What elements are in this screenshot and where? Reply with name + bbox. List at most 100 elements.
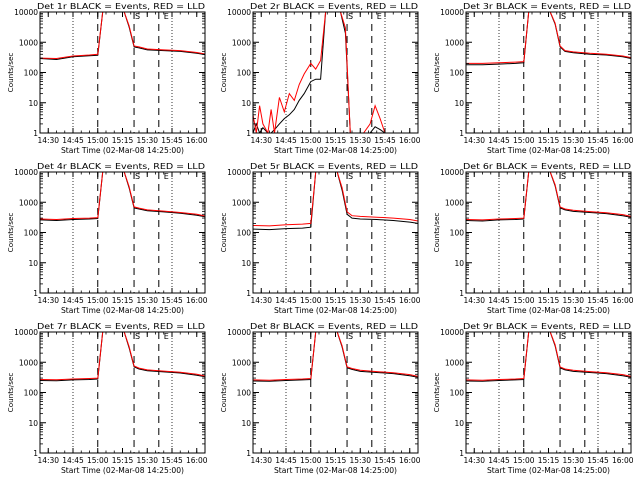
detector-panel-2: Det 2r BLACK = Events, RED = LLD S E 1 10 100… bbox=[213, 0, 426, 160]
series-line-lld bbox=[466, 332, 631, 381]
y-tick-label: 1000 bbox=[232, 198, 251, 207]
x-tick-label: 16:00 bbox=[612, 456, 634, 465]
plot-frame bbox=[465, 11, 632, 134]
y-tick-label: 10 bbox=[28, 99, 38, 108]
x-axis-label: Start Time (02-Mar-08 14:25:00) bbox=[487, 146, 610, 155]
chart-title: Det 6r BLACK = Events, RED = LLD bbox=[463, 161, 631, 171]
x-tick-label: 15:30 bbox=[349, 456, 371, 465]
x-tick-label: 15:00 bbox=[513, 296, 535, 305]
y-tick-label: 1000 bbox=[445, 358, 464, 367]
start-marker-label: S bbox=[135, 332, 140, 341]
y-tick-label: 10000 bbox=[440, 168, 464, 177]
y-axis-label: Counts/sec bbox=[432, 213, 441, 253]
x-tick-label: 14:30 bbox=[37, 296, 59, 305]
y-tick-label: 1000 bbox=[19, 38, 38, 47]
x-axis-label: Start Time (02-Mar-08 14:25:00) bbox=[274, 146, 397, 155]
y-tick-label: 1 bbox=[33, 449, 38, 458]
detector-panel-3: Det 3r BLACK = Events, RED = LLD S E 1 10 100… bbox=[426, 0, 639, 160]
y-tick-label: 1 bbox=[246, 129, 251, 138]
x-tick-label: 15:45 bbox=[587, 136, 609, 145]
end-marker-label: E bbox=[164, 12, 169, 21]
x-tick-label: 15:30 bbox=[349, 296, 371, 305]
chart-title: Det 2r BLACK = Events, RED = LLD bbox=[250, 1, 418, 11]
x-tick-label: 15:30 bbox=[136, 136, 158, 145]
plot-frame bbox=[252, 11, 419, 134]
x-axis-label: Start Time (02-Mar-08 14:25:00) bbox=[274, 306, 397, 315]
series-line-events bbox=[253, 12, 418, 133]
x-tick-label: 14:45 bbox=[62, 136, 84, 145]
x-axis-label: Start Time (02-Mar-08 14:25:00) bbox=[274, 466, 397, 475]
start-marker-label: S bbox=[561, 172, 566, 181]
series-line-lld bbox=[40, 172, 205, 221]
x-tick-label: 16:00 bbox=[399, 136, 421, 145]
y-tick-label: 10 bbox=[454, 419, 464, 428]
end-marker-label: E bbox=[590, 172, 595, 181]
y-tick-label: 1000 bbox=[445, 198, 464, 207]
x-tick-label: 15:00 bbox=[87, 136, 109, 145]
x-tick-label: 15:45 bbox=[374, 296, 396, 305]
y-tick-label: 100 bbox=[24, 69, 39, 78]
y-tick-label: 10000 bbox=[227, 328, 251, 337]
y-tick-label: 1 bbox=[246, 289, 251, 298]
y-tick-label: 1 bbox=[246, 449, 251, 458]
x-tick-label: 14:30 bbox=[250, 456, 272, 465]
x-tick-label: 14:30 bbox=[463, 456, 485, 465]
series-line-events bbox=[253, 172, 418, 231]
x-axis-label: Start Time (02-Mar-08 14:25:00) bbox=[487, 306, 610, 315]
x-tick-label: 15:45 bbox=[161, 136, 183, 145]
y-tick-label: 10 bbox=[28, 259, 38, 268]
x-tick-label: 16:00 bbox=[399, 456, 421, 465]
y-axis-label: Counts/sec bbox=[219, 373, 228, 413]
x-tick-label: 16:00 bbox=[186, 296, 208, 305]
x-tick-label: 16:00 bbox=[612, 136, 634, 145]
y-tick-label: 100 bbox=[24, 389, 39, 398]
x-tick-label: 14:45 bbox=[275, 136, 297, 145]
y-tick-label: 1000 bbox=[232, 358, 251, 367]
series-line-lld bbox=[253, 172, 418, 227]
y-tick-label: 1 bbox=[33, 289, 38, 298]
x-tick-label: 14:30 bbox=[37, 136, 59, 145]
x-tick-label: 15:15 bbox=[325, 456, 347, 465]
y-axis-label: Counts/sec bbox=[6, 213, 15, 253]
detector-panel-1: Det 1r BLACK = Events, RED = LLD S E 1 10 100… bbox=[0, 0, 213, 160]
y-tick-label: 100 bbox=[237, 389, 252, 398]
y-tick-label: 100 bbox=[237, 229, 252, 238]
y-tick-label: 10000 bbox=[440, 328, 464, 337]
start-marker-label: S bbox=[135, 12, 140, 21]
x-tick-label: 15:15 bbox=[538, 456, 560, 465]
detector-panel-8: Det 8r BLACK = Events, RED = LLD S E 1 10 100… bbox=[213, 320, 426, 480]
chart-title: Det 8r BLACK = Events, RED = LLD bbox=[250, 321, 418, 331]
x-tick-label: 15:00 bbox=[513, 136, 535, 145]
y-tick-label: 1 bbox=[459, 449, 464, 458]
chart-title: Det 3r BLACK = Events, RED = LLD bbox=[463, 1, 631, 11]
x-tick-label: 15:45 bbox=[374, 456, 396, 465]
series-line-lld bbox=[40, 332, 205, 381]
y-axis-label: Counts/sec bbox=[432, 373, 441, 413]
x-tick-label: 15:00 bbox=[87, 456, 109, 465]
y-tick-label: 1 bbox=[33, 129, 38, 138]
x-tick-label: 15:45 bbox=[161, 296, 183, 305]
x-tick-label: 15:45 bbox=[587, 456, 609, 465]
end-marker-label: E bbox=[164, 172, 169, 181]
detector-panel-4: Det 4r BLACK = Events, RED = LLD S E 1 10 100… bbox=[0, 160, 213, 320]
y-tick-label: 1 bbox=[459, 289, 464, 298]
x-tick-label: 14:30 bbox=[37, 456, 59, 465]
y-axis-label: Counts/sec bbox=[6, 53, 15, 93]
y-axis-label: Counts/sec bbox=[219, 213, 228, 253]
y-tick-label: 1000 bbox=[19, 198, 38, 207]
x-axis-label: Start Time (02-Mar-08 14:25:00) bbox=[61, 306, 184, 315]
y-tick-label: 1000 bbox=[232, 38, 251, 47]
y-axis-label: Counts/sec bbox=[219, 53, 228, 93]
detector-panel-7: Det 7r BLACK = Events, RED = LLD S E 1 10 100… bbox=[0, 320, 213, 480]
x-tick-label: 15:45 bbox=[374, 136, 396, 145]
plot-frame bbox=[39, 11, 206, 134]
detector-panel-9: Det 9r BLACK = Events, RED = LLD S E 1 10 100… bbox=[426, 320, 639, 480]
x-axis-label: Start Time (02-Mar-08 14:25:00) bbox=[487, 466, 610, 475]
end-marker-label: E bbox=[377, 172, 382, 181]
x-tick-label: 15:30 bbox=[136, 296, 158, 305]
